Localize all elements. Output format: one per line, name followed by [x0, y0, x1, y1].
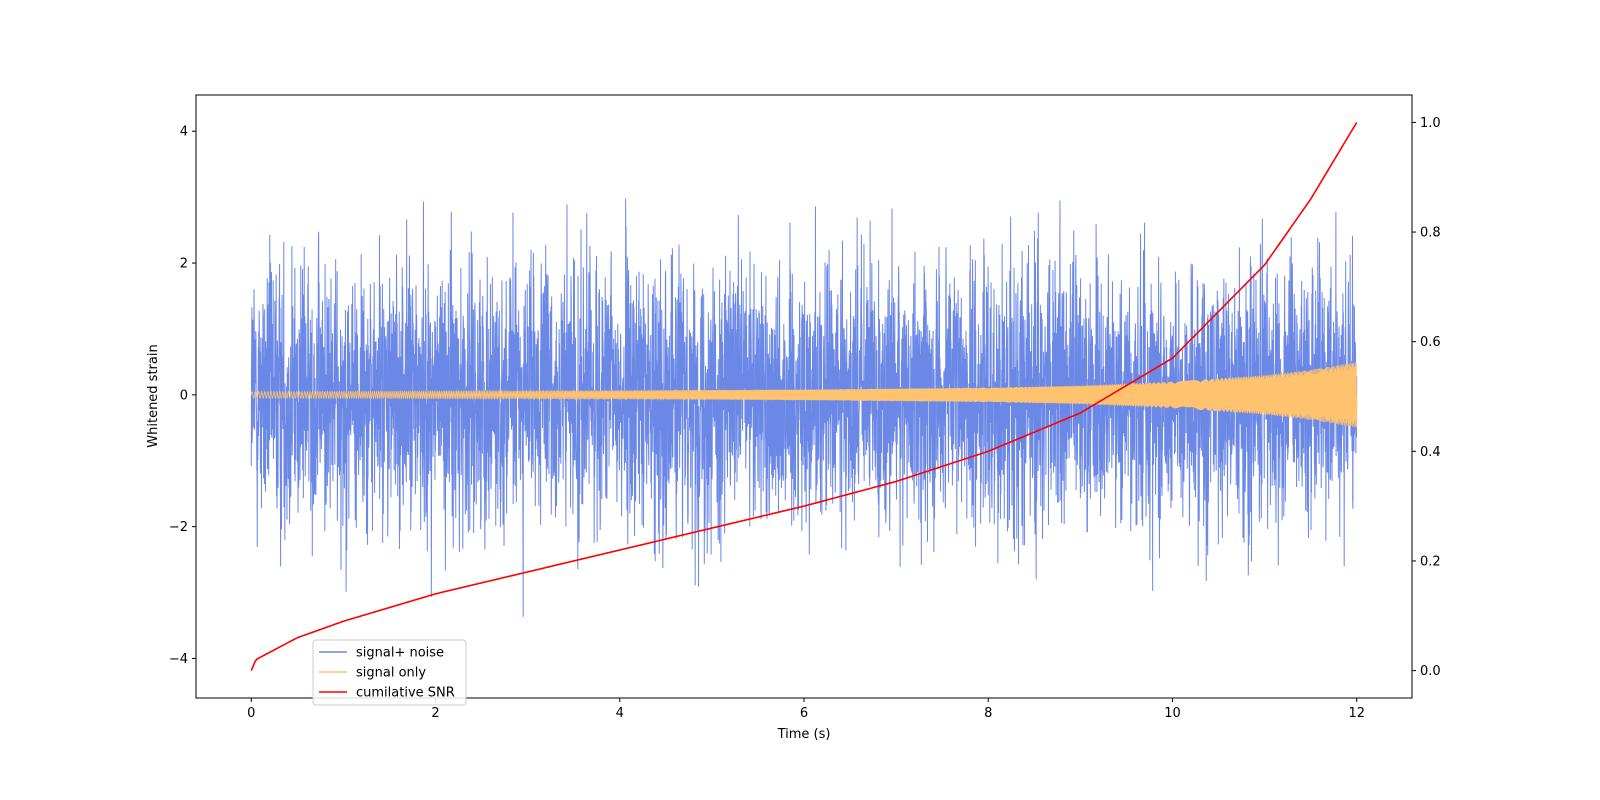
y-axis-ticks: −4 −2 0 2 4	[169, 125, 196, 667]
y2-tick-label: 0.4	[1420, 445, 1441, 460]
y2-tick-label: 0.0	[1420, 664, 1441, 679]
y-axis-label: Whitened strain	[146, 344, 161, 447]
x-axis-ticks: 0 2 4 6 8 10 12	[247, 698, 1365, 721]
y2-tick-label: 0.6	[1420, 335, 1441, 350]
y-tick-label: −2	[169, 520, 188, 535]
y2-tick-label: 0.2	[1420, 554, 1441, 569]
x-tick-label: 2	[431, 706, 439, 721]
legend-label-signal-only: signal only	[356, 666, 426, 681]
y-tick-label: 2	[180, 257, 188, 272]
x-tick-label: 6	[800, 706, 808, 721]
series-cumulative-snr	[250, 121, 1358, 671]
y-tick-label: 4	[180, 125, 188, 140]
series-layer	[250, 121, 1358, 671]
series-signal-only	[250, 362, 1358, 428]
x-tick-label: 10	[1164, 706, 1181, 721]
x-tick-label: 0	[247, 706, 255, 721]
x-tick-label: 4	[616, 706, 624, 721]
x-axis-label: Time (s)	[777, 727, 831, 742]
legend-label-cumulative-snr: cumilative SNR	[356, 686, 455, 701]
x-tick-label: 8	[984, 706, 992, 721]
legend-label-signal-plus-noise: signal+ noise	[356, 646, 444, 661]
x-tick-label: 12	[1348, 706, 1365, 721]
legend-box	[312, 639, 467, 706]
y-tick-label: −4	[169, 652, 188, 667]
legend: signal+ noise signal only cumilative SNR	[312, 639, 467, 706]
y-tick-label: 0	[180, 388, 188, 403]
y2-tick-label: 1.0	[1420, 116, 1441, 131]
y2-tick-label: 0.8	[1420, 226, 1441, 241]
y2-axis-ticks: 0.0 0.2 0.4 0.6 0.8 1.0	[1412, 116, 1441, 679]
